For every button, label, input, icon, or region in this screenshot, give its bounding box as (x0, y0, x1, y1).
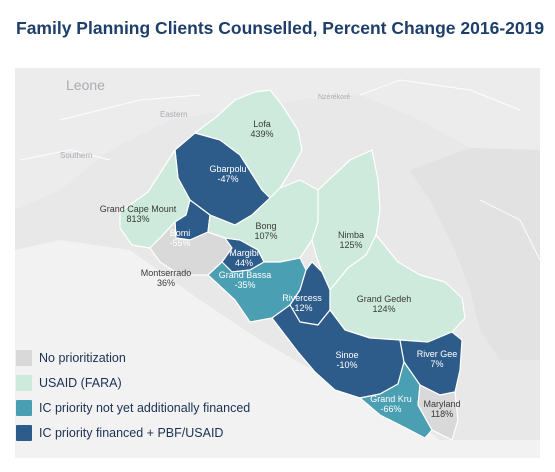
county-name-label: Nimba (338, 230, 364, 240)
county-value-label: 36% (157, 278, 175, 288)
neighbor-label-eastern: Eastern (160, 110, 188, 119)
map-title: Family Planning Clients Counselled, Perc… (16, 18, 545, 38)
legend-label: IC priority not yet additionally finance… (39, 400, 251, 415)
county-name-label: Margibi (229, 248, 259, 258)
legend-label: USAID (FARA) (39, 375, 122, 390)
county-name-label: Rivercess (282, 293, 322, 303)
county-value-label: 118% (431, 409, 453, 419)
county-value-label: 7% (430, 359, 443, 369)
neighbor-label-leone: Leone (66, 77, 105, 93)
neighbor-region-east (410, 148, 540, 360)
county-value-label: -47% (217, 174, 238, 184)
ocean-area (15, 240, 540, 458)
county-value-label: 439% (250, 129, 273, 139)
county-name-label: Maryland (423, 399, 460, 409)
county-value-label: 44% (235, 258, 253, 268)
county-value-label: 125% (339, 240, 362, 250)
county-name-label: Bong (255, 221, 276, 231)
legend-item-ic-not-financed: IC priority not yet additionally finance… (16, 395, 250, 420)
neighbor-border-line (59, 94, 201, 121)
county-value-label: -66% (380, 404, 401, 414)
county-value-label: 107% (254, 231, 277, 241)
legend-item-usaid-fara: USAID (FARA) (16, 370, 250, 395)
neighbor-border-line (359, 79, 521, 111)
county-grand-bassa (207, 257, 307, 323)
legend-item-no-prioritization: No prioritization (16, 345, 250, 370)
neighbor-region-north (15, 68, 540, 210)
county-value-label: 124% (372, 304, 395, 314)
legend-label: IC priority financed + PBF/USAID (39, 425, 224, 440)
county-value-label: -35% (234, 280, 255, 290)
county-name-label: Grand Kru (370, 394, 412, 404)
neighbor-border-line (19, 149, 111, 161)
county-name-label: Lofa (253, 119, 271, 129)
county-name-label: Gbarpolu (209, 164, 246, 174)
legend-swatch (16, 424, 32, 441)
legend: No prioritization USAID (FARA) IC priori… (16, 345, 250, 445)
county-maryland (417, 384, 459, 441)
legend-item-ic-financed: IC priority financed + PBF/USAID (16, 420, 250, 445)
neighbor-label-nzerekore: Nzérékoré (318, 94, 350, 101)
county-name-label: Grand Cape Mount (100, 204, 177, 214)
legend-swatch (16, 374, 32, 391)
county-name-label: Montserrado (141, 268, 192, 278)
county-name-label: Sinoe (335, 350, 358, 360)
legend-label: No prioritization (39, 350, 126, 365)
county-name-label: Grand Gedeh (357, 294, 412, 304)
county-value-label: -10% (336, 360, 357, 370)
county-value-label: 813% (126, 214, 149, 224)
county-name-label: Bomi (170, 228, 191, 238)
neighbor-border-line (479, 199, 541, 261)
legend-swatch (16, 349, 32, 366)
county-value-label: -12% (291, 303, 312, 313)
county-name-label: Grand Bassa (219, 270, 272, 280)
county-name-label: River Gee (417, 349, 458, 359)
legend-swatch (16, 399, 32, 416)
neighbor-label-southern: Southern (60, 151, 92, 160)
county-value-label: -55% (169, 238, 190, 248)
